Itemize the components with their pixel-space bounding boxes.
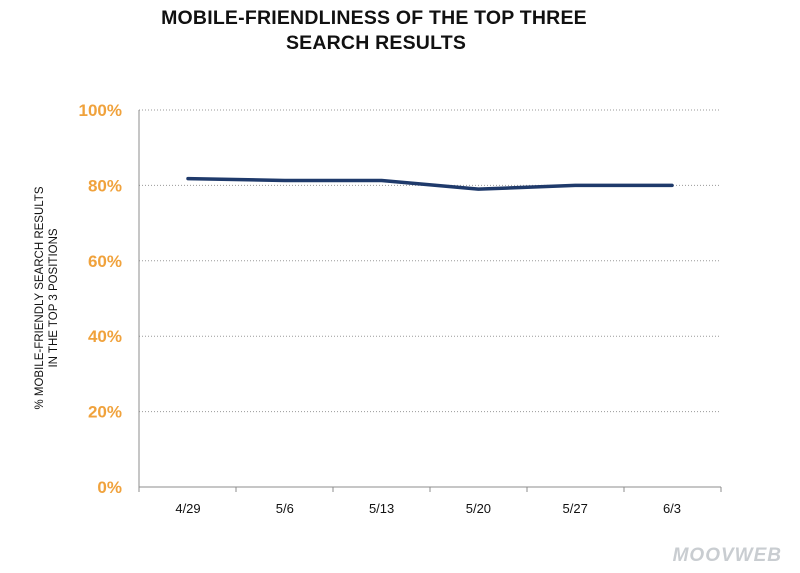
series-line: [186, 176, 674, 191]
x-tick-label: 5/27: [563, 501, 588, 516]
gridlines: [139, 109, 721, 413]
x-tick-label: 6/3: [663, 501, 681, 516]
chart-title-line-2: SEARCH RESULTS: [285, 32, 467, 54]
y-tick-labels: 0% 20% 40% 60% 80% 100%: [79, 101, 122, 497]
x-tick-label: 5/13: [369, 501, 394, 516]
x-tick-label: 5/20: [466, 501, 491, 516]
y-axis-label-line-1: % MOBILE-FRIENDLY SEARCH RESULTS: [34, 186, 46, 409]
axes: [138, 110, 721, 488]
moovweb-logo: MOOVWEB: [672, 545, 782, 566]
x-tick-marks: [138, 487, 722, 492]
x-tick-labels: 4/29 5/6 5/13 5/20 5/27 6/3: [175, 501, 681, 516]
y-axis-label-line-2: IN THE TOP 3 POSITIONS: [48, 228, 60, 367]
y-tick-label: 40%: [88, 327, 122, 346]
y-tick-label: 20%: [88, 403, 122, 422]
series-layer: [186, 176, 674, 191]
chart-title-line-1: MOBILE-FRIENDLINESS OF THE TOP THREE: [161, 7, 587, 29]
x-tick-label: 5/6: [276, 501, 294, 516]
x-tick-label: 4/29: [175, 501, 200, 516]
y-tick-label: 0%: [97, 478, 122, 497]
y-tick-label: 100%: [79, 101, 122, 120]
y-tick-label: 60%: [88, 252, 122, 271]
y-axis-label: % MOBILE-FRIENDLY SEARCH RESULTS IN THE …: [34, 186, 60, 409]
y-tick-label: 80%: [88, 176, 122, 195]
chart-title: MOBILE-FRIENDLINESS OF THE TOP THREE SEA…: [0, 6, 800, 56]
